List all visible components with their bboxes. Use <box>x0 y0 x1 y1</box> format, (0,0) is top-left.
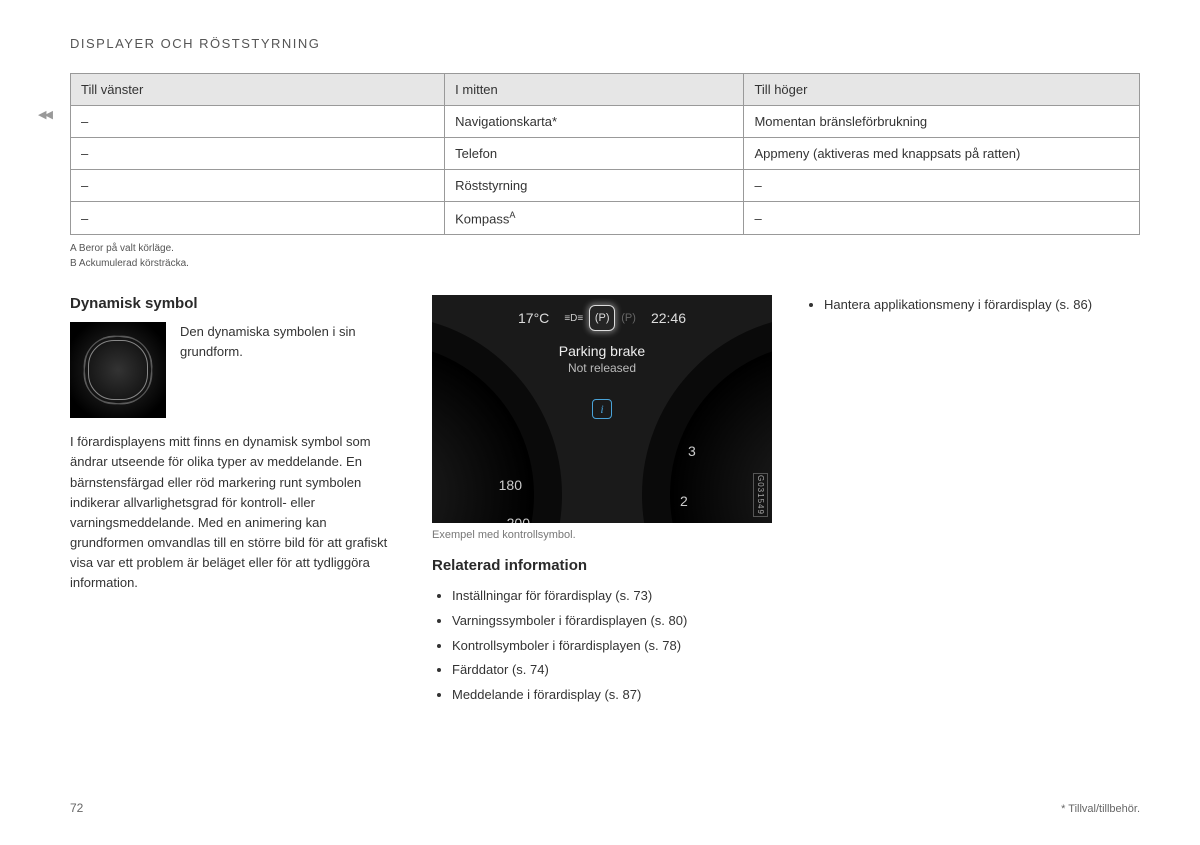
table-row: – Röststyrning – <box>71 170 1140 202</box>
headlight-icon: ≡D≡ <box>564 313 583 324</box>
cell: Röststyrning <box>445 170 744 202</box>
footnote-b: B Ackumulerad körsträcka. <box>70 256 1140 271</box>
clock: 22:46 <box>651 310 686 326</box>
cell: – <box>744 170 1140 202</box>
table-row: – Telefon Appmeny (aktiveras med knappsa… <box>71 138 1140 170</box>
driver-display-example-image: 180 200 230 3 2 17°C ≡D≡ (P) (P) 22:46 <box>432 295 772 523</box>
footnote-a: A Beror på valt körläge. <box>70 241 1140 256</box>
cell: – <box>744 202 1140 235</box>
table-row: – Navigationskarta* Momentan bränsleförb… <box>71 106 1140 138</box>
cell: Appmeny (aktiveras med knappsats på ratt… <box>744 138 1140 170</box>
cell: Momentan bränsleförbrukning <box>744 106 1140 138</box>
table-header-left: Till vänster <box>71 74 445 106</box>
cell: Navigationskarta* <box>445 106 744 138</box>
table-row: – KompassA – <box>71 202 1140 235</box>
parking-brake-icon: (P) <box>589 305 615 331</box>
page-number: 72 <box>70 801 83 815</box>
related-info-heading: Relaterad information <box>432 557 772 574</box>
cell: – <box>71 202 445 235</box>
chapter-title: DISPLAYER OCH RÖSTSTYRNING <box>70 36 1140 51</box>
cell: – <box>71 106 445 138</box>
list-item: Varningssymboler i förardisplayen (s. 80… <box>452 609 772 634</box>
list-item: Kontrollsymboler i förardisplayen (s. 78… <box>452 634 772 659</box>
cell: – <box>71 138 445 170</box>
driver-message: Parking brake Not released <box>559 343 645 375</box>
cell: KompassA <box>445 202 744 235</box>
cell: Telefon <box>445 138 744 170</box>
message-title: Parking brake <box>559 343 645 359</box>
footer-option-note: * Tillval/tillbehör. <box>1061 803 1140 815</box>
related-info-continued: Hantera applikationsmeny i förardisplay … <box>804 295 1140 315</box>
image-caption: Exempel med kontrollsymbol. <box>432 529 772 541</box>
related-info-list: Inställningar för förardisplay (s. 73) V… <box>432 584 772 707</box>
prev-page-arrows: ◀◀ <box>38 108 51 121</box>
image-code: G031549 <box>753 473 768 517</box>
list-item: Hantera applikationsmeny i förardisplay … <box>824 295 1140 315</box>
message-subtitle: Not released <box>559 361 645 375</box>
dynamic-symbol-body: I förardisplayens mitt finns en dynamisk… <box>70 432 400 593</box>
list-item: Färddator (s. 74) <box>452 658 772 683</box>
cell: – <box>71 170 445 202</box>
table-header-right: Till höger <box>744 74 1140 106</box>
gauge-tick: 3 <box>688 443 696 459</box>
table-footnotes: A Beror på valt körläge. B Ackumulerad k… <box>70 241 1140 271</box>
dynamic-symbol-intro: Den dynamiska symbolen i sin grundform. <box>180 322 400 418</box>
display-zones-table: Till vänster I mitten Till höger – Navig… <box>70 73 1140 235</box>
table-header-mid: I mitten <box>445 74 744 106</box>
list-item: Meddelande i förardisplay (s. 87) <box>452 683 772 708</box>
dynamic-symbol-heading: Dynamisk symbol <box>70 295 400 312</box>
info-icon: i <box>592 399 612 419</box>
parking-brake-icon-dim: (P) <box>621 312 636 324</box>
dynamic-symbol-thumbnail <box>70 322 166 418</box>
outside-temp: 17°C <box>518 310 549 326</box>
list-item: Inställningar för förardisplay (s. 73) <box>452 584 772 609</box>
